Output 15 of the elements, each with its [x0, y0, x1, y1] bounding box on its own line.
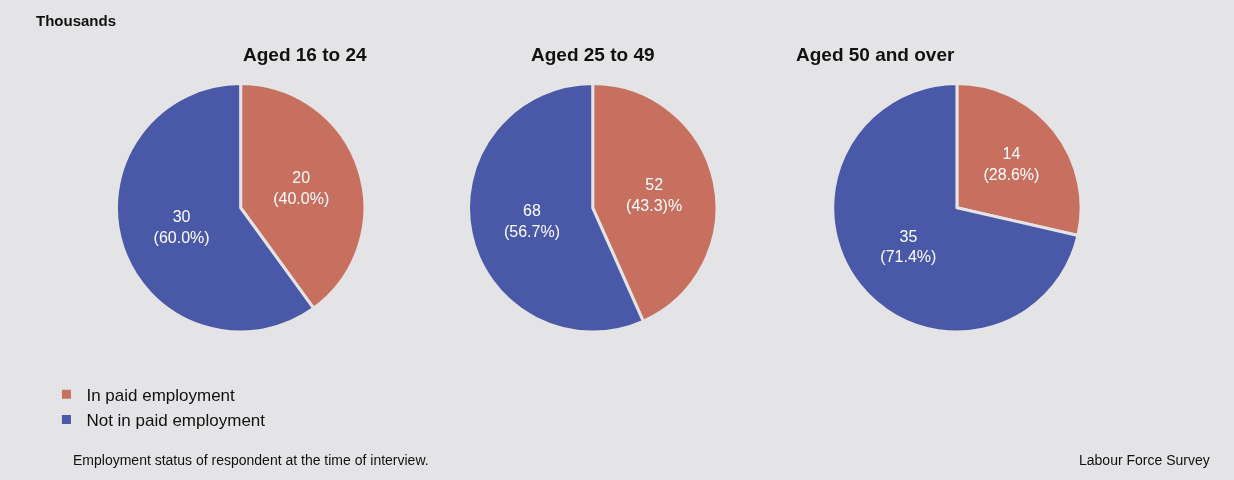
legend-label: In paid employment [86, 385, 236, 405]
chart-subtitle: Thousands [36, 12, 117, 29]
data-label: 20 (40.0%) [273, 169, 330, 208]
data-label: 68 (56.7%) [503, 201, 560, 240]
chart-title: Aged 25 to 49 [531, 44, 655, 65]
data-label: 35 (71.4%) [880, 227, 937, 266]
chart-title: Aged 50 and over [796, 44, 955, 65]
text: Employment status of respondent at the time of interview. [73, 452, 429, 468]
data-label: 52 (43.3)% [626, 175, 683, 214]
pie-slice [831, 82, 1080, 334]
data-label: 30 (60.0%) [153, 208, 210, 246]
data-label: 14 (28.6%) [983, 145, 1040, 184]
chart-title: Aged 16 to 24 [243, 44, 367, 65]
legend-label: Not in paid employment [86, 411, 266, 431]
text: Labour Force Survey [1079, 452, 1210, 468]
